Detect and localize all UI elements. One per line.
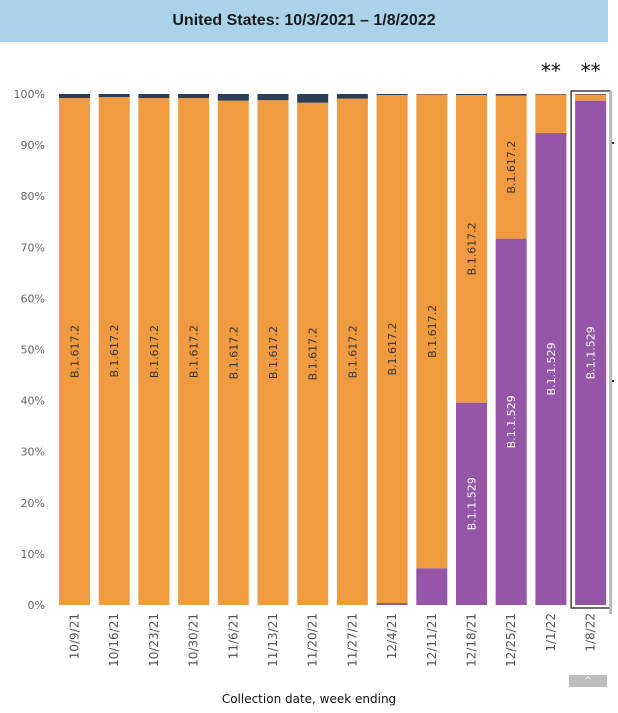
bar-segment-b-1-617-2	[336, 98, 368, 605]
bar-segment-other	[416, 94, 448, 95]
bar-segment-b-1-617-2	[59, 98, 90, 605]
bar-segment-other	[495, 94, 527, 96]
chart-title: United States: 10/3/2021 – 1/8/2022	[172, 12, 436, 29]
bar-segment-other	[98, 94, 130, 98]
y-tick-label: 10%	[21, 548, 45, 561]
y-tick-label: 50%	[21, 344, 45, 357]
x-tick-label: 10/23/21	[147, 613, 161, 667]
bar-segment-b-1-617-2	[495, 95, 527, 239]
bar-segment-b-1-617-2	[456, 95, 487, 403]
y-tick-label: 70%	[21, 241, 45, 254]
y-tick-label: 60%	[21, 292, 45, 305]
bar-segment-b-1-617-2	[217, 100, 249, 605]
bar-data-label: B.1.617.2	[188, 325, 201, 378]
bar-segment-other	[257, 94, 289, 101]
x-tick-label: 10/9/21	[68, 613, 82, 659]
stacked-bar-chart: 0% 10% 20% 30% 40% 50% 60% 70% 80% 90% 100% B.1.617…	[14, 59, 613, 667]
bar-data-label: B.1.617.2	[108, 325, 121, 378]
bar-segment-b-1-617-2	[138, 98, 170, 605]
bar-data-label: B.1.1.529	[466, 477, 479, 530]
bar-data-label: B.1.1.529	[545, 342, 558, 395]
bar-data-label: B.1.617.2	[346, 325, 359, 378]
bar-segment-other	[575, 94, 607, 95]
annotation-asterisks: **	[541, 59, 561, 83]
bar-data-label: B.1.617.2	[386, 322, 399, 375]
bar-segment-other	[138, 94, 170, 99]
scroll-up-button[interactable]: ^	[569, 675, 607, 687]
bar-segment-b-1-1-529	[456, 402, 487, 605]
bar-segment-b-1-617-2	[297, 102, 329, 605]
bar-segment-b-1-617-2	[98, 97, 130, 606]
bar-segment-b-1-617-2	[416, 94, 448, 569]
bar-segment-b-1-1-529	[376, 602, 408, 605]
edge-tick	[611, 380, 614, 382]
bar-segment-b-1-1-529	[575, 100, 607, 605]
bar-data-label: B.1.617.2	[466, 222, 479, 275]
bar-segment-other	[456, 94, 487, 96]
bar-segment-other	[59, 94, 90, 99]
x-tick-label: 10/16/21	[107, 613, 121, 667]
bar-segment-b-1-617-2	[257, 100, 289, 605]
bar-segment-b-1-1-529	[416, 568, 448, 605]
bar-data-label: B.1.1.529	[585, 326, 598, 379]
x-tick-label: 12/11/21	[425, 613, 439, 667]
x-tick-label: 10/30/21	[187, 613, 201, 667]
bar-segment-b-1-1-529	[535, 132, 567, 605]
right-edge	[608, 0, 618, 42]
x-tick-label: 11/27/21	[345, 613, 359, 667]
y-tick-label: 40%	[21, 395, 45, 408]
annotation-asterisks: **	[581, 59, 601, 83]
bar-data-label: B.1.617.2	[69, 325, 82, 378]
x-tick-label: 12/25/21	[504, 613, 518, 667]
bar-segment-b-1-617-2	[178, 98, 210, 605]
y-tick-label: 0%	[28, 599, 45, 612]
bar-segment-other	[178, 94, 210, 99]
bar-data-label: B.1.617.2	[505, 141, 518, 194]
y-tick-label: 20%	[21, 497, 45, 510]
bar-segment-other	[217, 94, 249, 101]
bar-segment-b-1-1-529	[495, 238, 527, 605]
y-tick-label: 30%	[21, 446, 45, 459]
bar-data-label: B.1.617.2	[307, 327, 320, 380]
x-tick-label: 1/1/22	[544, 613, 558, 652]
chart-title-bar: United States: 10/3/2021 – 1/8/2022	[0, 0, 608, 42]
bar-segment-other	[297, 94, 329, 103]
x-axis-label: Collection date, week ending	[221, 692, 397, 706]
scrollbar-strip	[609, 91, 613, 614]
bar-segment-other	[336, 94, 368, 99]
y-tick-label: 90%	[21, 139, 45, 152]
bar-data-label: B.1.617.2	[267, 326, 280, 379]
x-tick-label: 1/8/22	[584, 613, 598, 652]
y-tick-label: 80%	[21, 190, 45, 203]
bar-segment-b-1-617-2	[575, 94, 607, 101]
bar-segment-b-1-617-2	[376, 95, 408, 603]
edge-tick	[611, 142, 614, 144]
x-tick-label: 11/13/21	[266, 613, 280, 667]
bar-data-label: B.1.617.2	[227, 326, 240, 379]
bar-segment-other	[376, 94, 408, 96]
bar-data-label: B.1.1.529	[505, 395, 518, 448]
y-tick-label: 100%	[14, 88, 45, 101]
bar-segment-b-1-617-2	[535, 94, 567, 133]
x-tick-label: 11/6/21	[226, 613, 240, 659]
x-tick-label: 12/18/21	[465, 613, 479, 667]
bar-data-label: B.1.617.2	[148, 325, 161, 378]
bar-segment-other	[535, 94, 567, 95]
x-tick-label: 11/20/21	[306, 613, 320, 667]
x-tick-label: 12/4/21	[385, 613, 399, 659]
bar-data-label: B.1.617.2	[426, 305, 439, 358]
